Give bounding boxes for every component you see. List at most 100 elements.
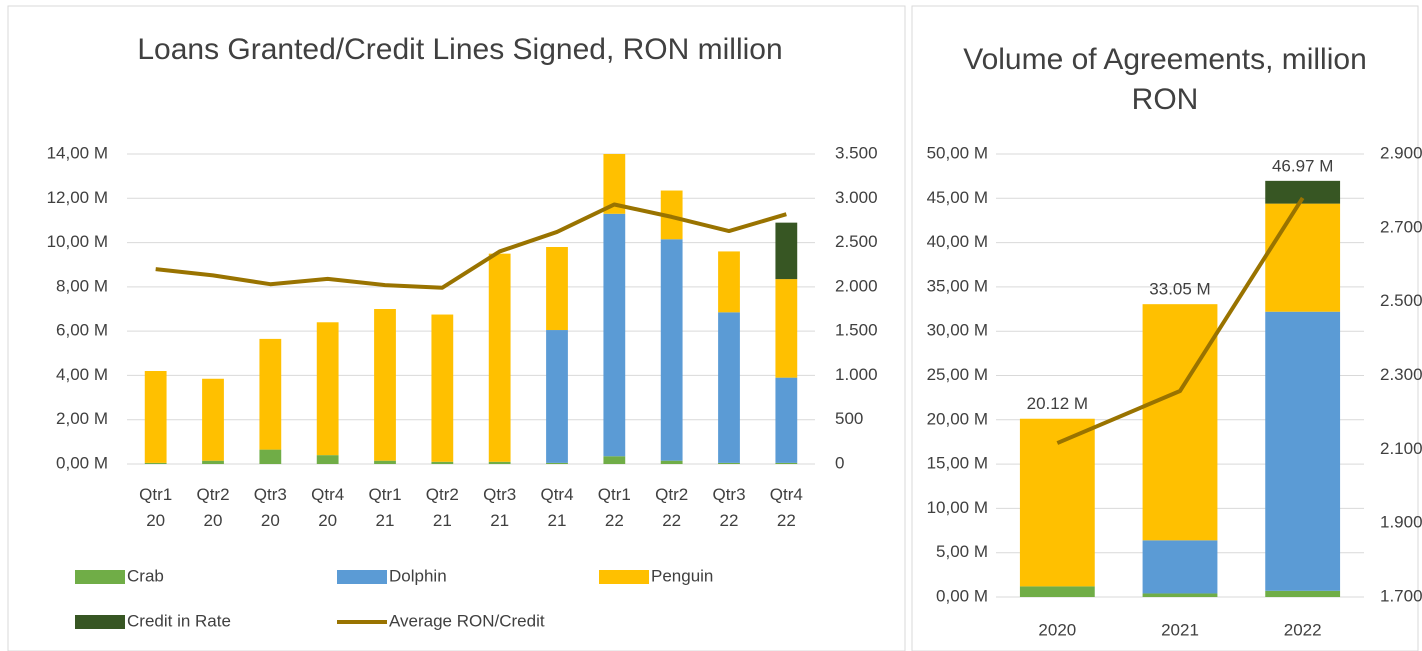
legend-swatch: [599, 570, 649, 584]
bar-segment: [603, 213, 626, 457]
y2-tick-label: 3.500: [835, 143, 878, 162]
bar-segment: [259, 338, 282, 450]
legend-swatch: [75, 570, 125, 584]
legend-swatch: [75, 615, 125, 629]
bar-segment: [259, 449, 282, 464]
y-tick-label: 10,00 M: [927, 498, 988, 517]
x-tick-label: Qtr3 21: [483, 485, 516, 530]
y-tick-label: 14,00 M: [47, 143, 108, 162]
legend-label: Crab: [127, 566, 164, 585]
legend-label: Dolphin: [389, 566, 447, 585]
bar-segment: [546, 247, 568, 331]
y-tick-label: 45,00 M: [927, 188, 988, 207]
bar-segment: [144, 462, 167, 464]
y2-tick-label: 1.000: [835, 365, 878, 384]
y-tick-label: 4,00 M: [56, 365, 108, 384]
y-tick-label: 10,00 M: [47, 232, 108, 251]
bar-segment: [603, 456, 626, 464]
bar-segment: [431, 461, 454, 464]
legend-label: Penguin: [651, 566, 713, 585]
x-tick-label: Qtr4 20: [311, 485, 344, 530]
x-tick-label: Qtr3 22: [712, 485, 745, 530]
bar-segment: [603, 154, 626, 214]
y2-tick-label: 1.500: [835, 321, 878, 340]
x-tick-label: Qtr2 20: [196, 485, 229, 530]
y2-tick-label: 1.900: [1380, 513, 1422, 532]
y2-tick-label: 2.500: [835, 232, 878, 251]
y-tick-label: 35,00 M: [927, 276, 988, 295]
y2-tick-label: 500: [835, 409, 863, 428]
x-tick-label: 2020: [1038, 620, 1076, 639]
x-tick-label: Qtr3 20: [254, 485, 287, 530]
bar-segment: [374, 460, 396, 464]
y2-tick-label: 0: [835, 453, 844, 472]
y-tick-label: 2,00 M: [56, 409, 108, 428]
bar-segment: [374, 309, 396, 461]
bar-segment: [1265, 180, 1341, 204]
x-tick-label: Qtr1 22: [598, 485, 631, 530]
y-tick-label: 30,00 M: [927, 321, 988, 340]
y2-tick-label: 2.000: [835, 276, 878, 295]
bar-segment: [488, 461, 511, 464]
bar-segment: [718, 251, 740, 313]
bar-segment: [546, 330, 568, 463]
bar-segment: [488, 253, 511, 462]
x-tick-label: 2021: [1161, 620, 1199, 639]
bar-segment: [1019, 418, 1095, 587]
x-tick-label: Qtr1 21: [368, 485, 401, 530]
bar-segment: [1265, 203, 1341, 312]
bar-segment: [775, 279, 798, 378]
y2-tick-label: 2.300: [1380, 365, 1422, 384]
x-tick-label: Qtr4 22: [770, 485, 803, 530]
bar-segment: [316, 455, 339, 464]
y2-tick-label: 2.900: [1380, 143, 1422, 162]
y-tick-label: 0,00 M: [936, 586, 988, 605]
bar-segment: [660, 460, 683, 464]
y-tick-label: 50,00 M: [927, 143, 988, 162]
x-tick-label: Qtr2 21: [426, 485, 459, 530]
bar-segment: [775, 462, 798, 464]
line-series: [1056, 196, 1305, 445]
y-tick-label: 15,00 M: [927, 454, 988, 473]
bar-segment: [1142, 304, 1218, 541]
y2-tick-label: 3.000: [835, 188, 878, 207]
chart-title: Volume of Agreements, million RON: [963, 43, 1367, 116]
chart-title: Loans Granted/Credit Lines Signed, RON m…: [137, 33, 783, 66]
y-tick-label: 25,00 M: [927, 365, 988, 384]
bar-segment: [775, 377, 798, 463]
x-tick-label: 2022: [1284, 620, 1322, 639]
bar-segment: [202, 378, 224, 461]
chart-frame: [7, 5, 906, 651]
bar-segment: [316, 322, 339, 456]
x-tick-label: Qtr1 20: [139, 485, 172, 530]
y-tick-label: 0,00 M: [56, 453, 108, 472]
bar-segment: [202, 460, 224, 464]
y-tick-label: 8,00 M: [56, 276, 108, 295]
bar-segment: [718, 462, 740, 464]
bar-segment: [1265, 590, 1341, 597]
bar-segment: [775, 222, 798, 280]
bar-segment: [660, 239, 683, 461]
bar-segment: [1019, 586, 1095, 597]
y-tick-label: 5,00 M: [936, 542, 988, 561]
legend-swatch: [337, 570, 387, 584]
legend-label: Average RON/Credit: [389, 611, 545, 630]
x-tick-label: Qtr2 22: [655, 485, 688, 530]
data-label: 20.12 M: [1027, 394, 1088, 413]
data-label: 33.05 M: [1149, 280, 1210, 299]
bar-segment: [1142, 540, 1218, 594]
legend-label: Credit in Rate: [127, 611, 231, 630]
y-tick-label: 12,00 M: [47, 188, 108, 207]
data-label: 46.97 M: [1272, 156, 1333, 175]
y2-tick-label: 2.100: [1380, 439, 1422, 458]
bar-segment: [1265, 311, 1341, 591]
chart-frame: [911, 5, 1419, 651]
bar-segment: [546, 462, 568, 464]
y-tick-label: 40,00 M: [927, 232, 988, 251]
y2-tick-label: 2.500: [1380, 291, 1422, 310]
y2-tick-label: 1.700: [1380, 586, 1422, 605]
bar-segment: [718, 312, 740, 463]
y2-tick-label: 2.700: [1380, 217, 1422, 236]
